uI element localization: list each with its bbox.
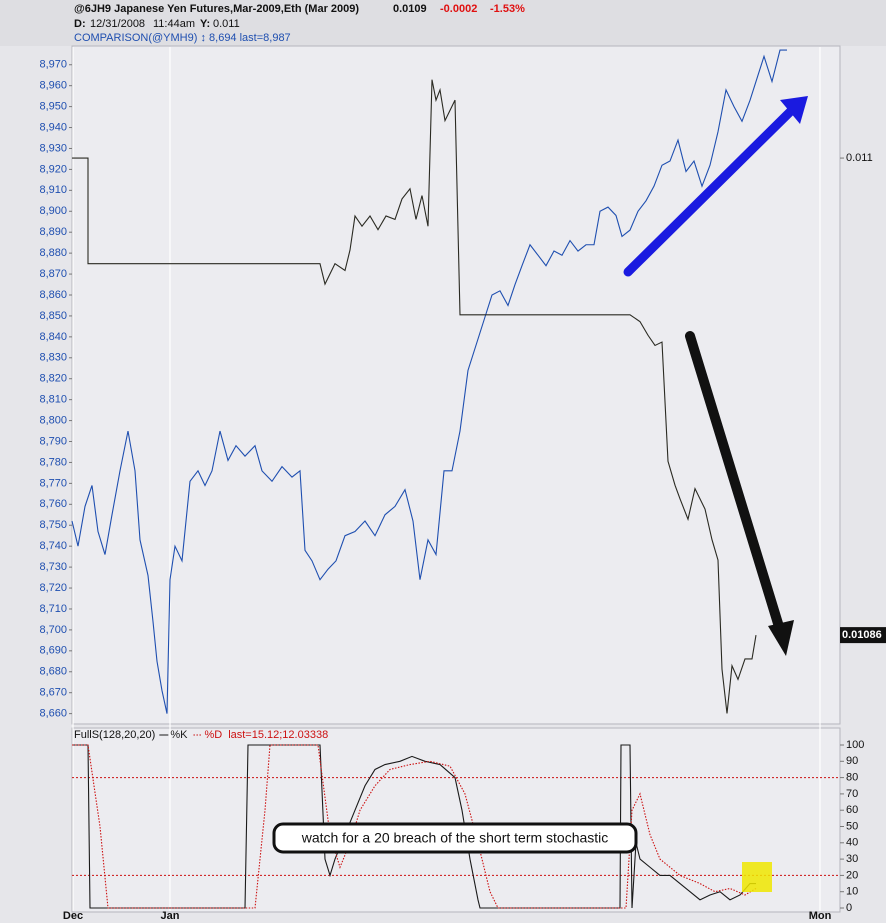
title: @6JH9 Japanese Yen Futures,Mar-2009,Eth … bbox=[74, 3, 359, 15]
x-tick-label: Dec bbox=[63, 910, 83, 922]
y-tick-label: 8,800 bbox=[39, 414, 67, 426]
y-tick-label: 70 bbox=[846, 788, 858, 800]
legend-last: last=15.12;12.03338 bbox=[228, 729, 328, 741]
y-tick-label: 8,730 bbox=[39, 561, 67, 573]
y-tick-label: 8,790 bbox=[39, 435, 67, 447]
y-tick-label: 8,900 bbox=[39, 205, 67, 217]
y-tick-label: 8,810 bbox=[39, 394, 67, 406]
y-tick-label: 8,830 bbox=[39, 352, 67, 364]
y-tick-label: 100 bbox=[846, 739, 864, 751]
down-arrow bbox=[685, 331, 785, 635]
y-tick-label: 40 bbox=[846, 837, 858, 849]
y-tick-label: 8,910 bbox=[39, 184, 67, 196]
y-value: 0.011 bbox=[213, 18, 240, 30]
annotation-box bbox=[272, 822, 638, 854]
y-tick-label: 60 bbox=[846, 804, 858, 816]
y-tick-label: 50 bbox=[846, 820, 858, 832]
y-tick-label: 8,820 bbox=[39, 373, 67, 385]
y-tick-label: 8,960 bbox=[39, 80, 67, 92]
series-line bbox=[72, 79, 757, 714]
y-tick-label: 8,720 bbox=[39, 582, 67, 594]
series-line bbox=[72, 744, 756, 909]
time: 11:44am bbox=[153, 18, 195, 30]
y-tick-label: 0 bbox=[846, 902, 852, 914]
last-value: 0.01086 bbox=[842, 629, 882, 641]
series-line bbox=[72, 744, 757, 909]
y-tick-label: 8,700 bbox=[39, 624, 67, 636]
y2-tick-label: 0.011 bbox=[846, 152, 873, 164]
y-tick-label: 8,660 bbox=[39, 708, 67, 720]
y-tick-label: 8,740 bbox=[39, 540, 67, 552]
y-tick-label: 80 bbox=[846, 772, 858, 784]
legend-label: %K bbox=[170, 729, 188, 741]
legend-label: %D bbox=[204, 729, 222, 741]
header-band bbox=[0, 0, 886, 46]
y-tick-label: 8,970 bbox=[39, 59, 67, 71]
y-tick-label: 8,950 bbox=[39, 101, 67, 113]
y-tick-label: 8,760 bbox=[39, 498, 67, 510]
x-tick-label: Jan bbox=[161, 910, 180, 922]
change: -0.0002 bbox=[440, 3, 477, 15]
x-tick-label: Mon bbox=[809, 910, 832, 922]
y-tick-label: 8,850 bbox=[39, 310, 67, 322]
series-line bbox=[71, 49, 787, 714]
y-tick-label: 30 bbox=[846, 853, 858, 865]
date: 12/31/2008 bbox=[90, 18, 145, 30]
plot-layer: Dec Jan Mon 8,660 8,670 8,680 8,690 8,700 8,710 8… bbox=[39, 47, 886, 922]
y-tick-label: 8,940 bbox=[39, 121, 67, 133]
y-tick-label: 10 bbox=[846, 886, 858, 898]
y-tick-label: 8,670 bbox=[39, 687, 67, 699]
y-tick-label: 20 bbox=[846, 869, 858, 881]
date-label: D: bbox=[74, 18, 86, 30]
y-tick-label: 8,770 bbox=[39, 477, 67, 489]
y-tick-label: 90 bbox=[846, 755, 858, 767]
y-tick-label: 8,890 bbox=[39, 226, 67, 238]
legend-prefix: FullS(128,20,20) bbox=[74, 729, 155, 741]
y-tick-label: 8,840 bbox=[39, 331, 67, 343]
y-tick-label: 8,870 bbox=[39, 268, 67, 280]
y-tick-label: 8,680 bbox=[39, 666, 67, 678]
y-tick-label: 8,880 bbox=[39, 247, 67, 259]
last-value-box bbox=[840, 627, 886, 644]
comparison: COMPARISON(@YMH9) ↕ 8,694 last=8,987 bbox=[74, 32, 291, 44]
change-pct: -1.53% bbox=[490, 3, 525, 15]
y-tick-label: 8,930 bbox=[39, 142, 67, 154]
y-tick-label: 8,780 bbox=[39, 456, 67, 468]
last-price: 0.0109 bbox=[393, 3, 427, 15]
y-tick-label: 8,710 bbox=[39, 603, 67, 615]
annotation: watch for a 20 breach of the short term … bbox=[301, 830, 609, 846]
down-arrow-head bbox=[768, 620, 794, 656]
highlight bbox=[742, 862, 772, 892]
y-tick-label: 8,920 bbox=[39, 163, 67, 175]
y-tick-label: 8,750 bbox=[39, 519, 67, 531]
y-tick-label: 8,860 bbox=[39, 289, 67, 301]
y-label: Y: bbox=[200, 18, 210, 30]
up-arrow bbox=[623, 101, 801, 277]
stoch-panel bbox=[71, 727, 841, 913]
up-arrow-head bbox=[780, 96, 808, 124]
y-tick-label: 8,690 bbox=[39, 645, 67, 657]
